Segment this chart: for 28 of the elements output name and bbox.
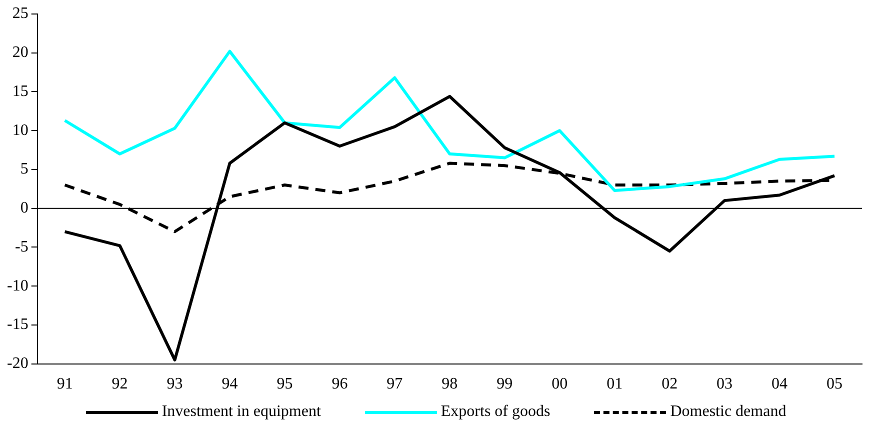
y-tick-label: 5 (20, 160, 28, 178)
y-tick-label: 25 (12, 5, 28, 22)
y-tick-label: -5 (15, 238, 28, 256)
x-tick-label: 02 (662, 376, 678, 393)
y-tick-label: 15 (12, 82, 28, 100)
x-tick-label: 01 (606, 376, 623, 393)
x-tick-label: 04 (772, 376, 788, 393)
x-tick-label: 98 (442, 376, 458, 393)
x-tick-label: 00 (552, 376, 568, 393)
x-tick-label: 05 (826, 376, 843, 393)
legend-label: Domestic demand (670, 403, 786, 421)
y-tick-label: 10 (12, 122, 28, 139)
legend-label: Exports of goods (440, 403, 550, 421)
y-tick-label: -15 (7, 316, 28, 334)
x-tick-label: 92 (112, 376, 128, 393)
legend-label: Investment in equipment (162, 403, 321, 421)
x-tick-label: 96 (332, 376, 348, 393)
x-tick-label: 03 (716, 376, 733, 393)
y-tick-label: -20 (7, 355, 28, 372)
x-tick-label: 99 (496, 376, 513, 393)
x-tick-label: 95 (276, 376, 293, 393)
x-tick-label: 91 (56, 376, 73, 393)
x-tick-label: 93 (166, 376, 183, 393)
y-tick-label: -10 (7, 277, 28, 294)
x-tick-label: 97 (386, 376, 403, 393)
y-tick-label: 0 (20, 200, 28, 217)
y-tick-label: 20 (12, 44, 28, 62)
x-tick-label: 94 (222, 376, 238, 393)
